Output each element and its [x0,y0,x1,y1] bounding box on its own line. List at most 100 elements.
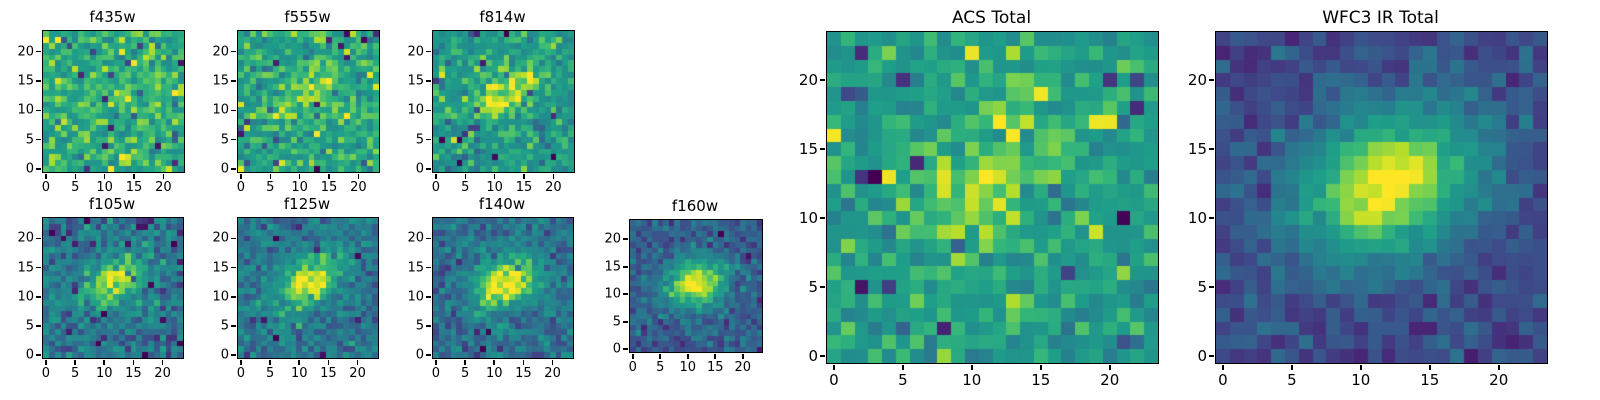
y-tick-label: 5 [612,314,621,330]
y-tick-label: 0 [220,161,229,177]
y-tick-label: 0 [25,347,34,363]
heatmap-image-f160w [630,220,762,352]
y-tick-label: 10 [798,209,818,228]
x-tick-label: 20 [155,180,172,195]
heatmap-image-f555w [238,31,379,172]
y-tick-label: 0 [25,161,34,177]
x-tick-label: 15 [515,366,532,381]
y-tick-label: 20 [17,230,34,246]
panel-title-f140w: f140w [478,195,526,213]
y-tick-mark [820,355,826,357]
y-tick-mark [231,266,237,269]
heatmap-image-f814w [433,31,574,172]
x-tick-label: 0 [829,371,839,389]
y-tick-mark [426,295,432,298]
y-tick-label: 0 [1197,347,1207,366]
y-tick-label: 20 [407,44,424,60]
x-tick-label: 20 [350,180,367,195]
x-tick-mark [435,359,437,365]
y-tick-mark [36,138,42,141]
x-tick-mark [464,173,467,179]
y-tick-mark [820,79,826,82]
y-tick-label: 5 [220,318,229,334]
x-tick-label: 5 [70,366,80,381]
x-tick-mark [686,353,689,359]
panel-acs-total: ACS Total 0 5 10 15 20 0 5 10 15 20 [799,8,1159,389]
y-tick-mark [426,237,432,240]
x-tick-mark [74,359,76,365]
y-tick-mark [623,320,629,323]
heatmap-plot-f105w: 0 5 10 15 20 0 5 10 15 20 [17,217,184,381]
panel-f105w: f105w 0 5 10 15 20 0 5 10 15 20 [17,194,184,381]
x-tick-mark [741,353,744,359]
y-tick-mark [820,148,826,151]
y-tick-label: 0 [220,347,229,363]
x-tick-label: 10 [290,366,308,381]
x-tick-label: 5 [460,366,470,381]
y-tick-label: 15 [798,140,818,159]
x-tick-label: 5 [266,180,275,195]
panel-f814w: f814w 0 5 10 15 20 0 5 10 15 20 [407,7,575,195]
x-tick-mark [493,359,496,365]
y-tick-mark [36,237,42,240]
y-tick-mark [36,354,42,356]
y-tick-mark [36,50,42,53]
x-tick-label: 10 [95,366,113,381]
panel-title-f125w: f125w [283,195,331,213]
panel-title-wfc3-ir-total: WFC3 IR Total [1322,8,1439,28]
y-tick-label: 20 [17,44,34,60]
x-tick-label: 10 [96,180,113,195]
x-tick-mark [522,359,525,365]
x-tick-label: 15 [125,180,143,195]
x-tick-label: 0 [628,360,637,375]
y-tick-mark [1209,217,1215,219]
y-tick-label: 20 [212,44,229,60]
y-tick-label: 5 [415,132,424,148]
x-tick-mark [1497,364,1500,370]
x-tick-mark [971,364,973,370]
x-tick-label: 10 [962,371,982,389]
y-tick-label: 5 [220,132,229,148]
y-tick-label: 0 [415,347,424,363]
x-tick-label: 20 [1100,371,1120,389]
y-tick-mark [231,50,237,53]
x-tick-mark [356,359,359,365]
x-tick-label: 15 [125,366,142,381]
y-tick-label: 10 [212,102,229,118]
x-tick-label: 15 [320,180,338,195]
x-tick-label: 15 [1420,371,1440,389]
y-tick-mark [820,217,826,219]
x-tick-label: 5 [71,180,80,195]
panel-wfc3-ir-total: WFC3 IR Total 0 5 10 15 20 0 5 10 15 20 [1188,8,1548,389]
x-tick-label: 20 [544,366,561,381]
x-tick-label: 0 [41,180,51,195]
panel-title-acs-total: ACS Total [951,8,1032,28]
x-tick-label: 10 [291,180,308,195]
y-tick-label: 15 [407,73,424,89]
y-tick-mark [1209,79,1215,82]
x-tick-mark [833,364,835,370]
y-tick-label: 20 [1187,71,1207,90]
y-tick-mark [36,168,42,170]
x-tick-label: 20 [1489,371,1509,389]
heatmap-image-wfc3-ir-total [1216,32,1547,363]
y-tick-mark [1209,286,1215,288]
x-tick-mark [298,173,301,179]
heatmap-image-f435w [43,31,184,172]
y-tick-mark [426,266,432,269]
x-tick-mark [1360,364,1362,370]
x-tick-label: 0 [431,366,441,381]
x-tick-label: 10 [485,366,503,381]
x-tick-mark [1039,364,1042,370]
y-tick-label: 10 [212,289,229,305]
y-tick-mark [426,168,432,170]
panel-title-f435w: f435w [89,8,136,26]
y-tick-mark [426,138,432,141]
x-tick-mark [523,173,525,179]
heatmap-plot-f140w: 0 5 10 15 20 0 5 10 15 20 [407,217,574,381]
y-tick-label: 20 [604,231,621,247]
y-tick-mark [231,168,237,170]
heatmap-image-f125w [238,218,378,358]
x-tick-label: 15 [1031,371,1051,389]
panel-f140w: f140w 0 5 10 15 20 0 5 10 15 20 [407,194,574,381]
